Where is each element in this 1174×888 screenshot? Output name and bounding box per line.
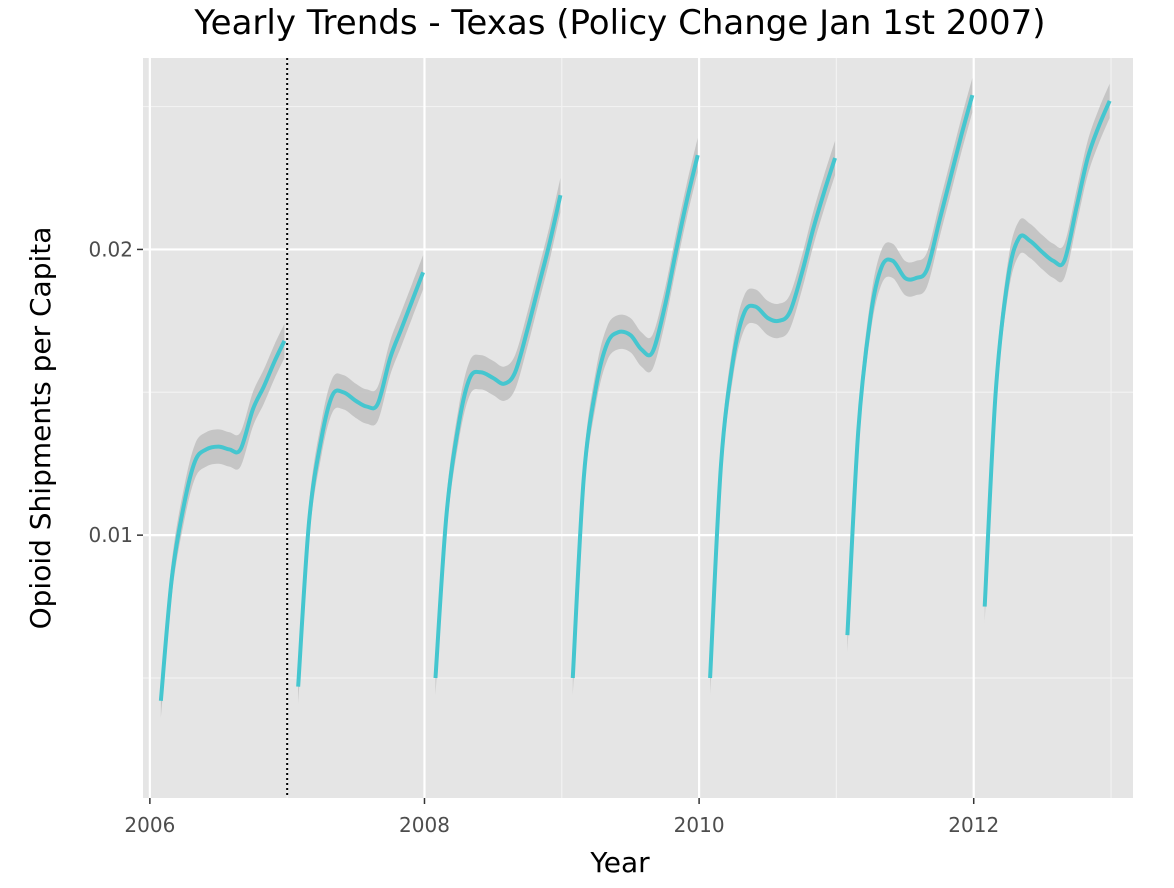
chart-title: Yearly Trends - Texas (Policy Change Jan… (193, 3, 1045, 43)
y-tick-label: 0.01 (88, 523, 133, 547)
confidence-band-0 (160, 323, 285, 718)
trend-line-0 (158, 339, 287, 702)
confidence-band-2 (435, 178, 561, 696)
x-tick-label: 2010 (674, 813, 725, 837)
confidence-band-4 (710, 140, 836, 696)
y-axis-title: Opioid Shipments per Capita (24, 227, 57, 630)
trend-line-2 (433, 194, 563, 679)
trend-line-5 (845, 94, 975, 636)
confidence-band-6 (984, 83, 1110, 624)
trend-line-4 (708, 157, 837, 679)
confidence-band-1 (298, 255, 424, 704)
trend-line-6 (982, 100, 1112, 607)
trend-lines (158, 94, 1112, 702)
x-axis-ticks: 2006 2008 2010 2012 (124, 798, 999, 837)
x-axis-title: Year (589, 846, 650, 879)
plot-panel (143, 58, 1133, 798)
y-axis-ticks: 0.01 0.02 (88, 237, 143, 547)
confidence-band-3 (572, 138, 698, 696)
x-tick-label: 2012 (948, 813, 999, 837)
y-tick-label: 0.02 (88, 237, 133, 261)
grid-lines (143, 58, 1133, 798)
trend-line-1 (296, 271, 425, 687)
x-tick-label: 2008 (399, 813, 450, 837)
x-tick-label: 2006 (124, 813, 175, 837)
trend-line-3 (570, 154, 700, 679)
